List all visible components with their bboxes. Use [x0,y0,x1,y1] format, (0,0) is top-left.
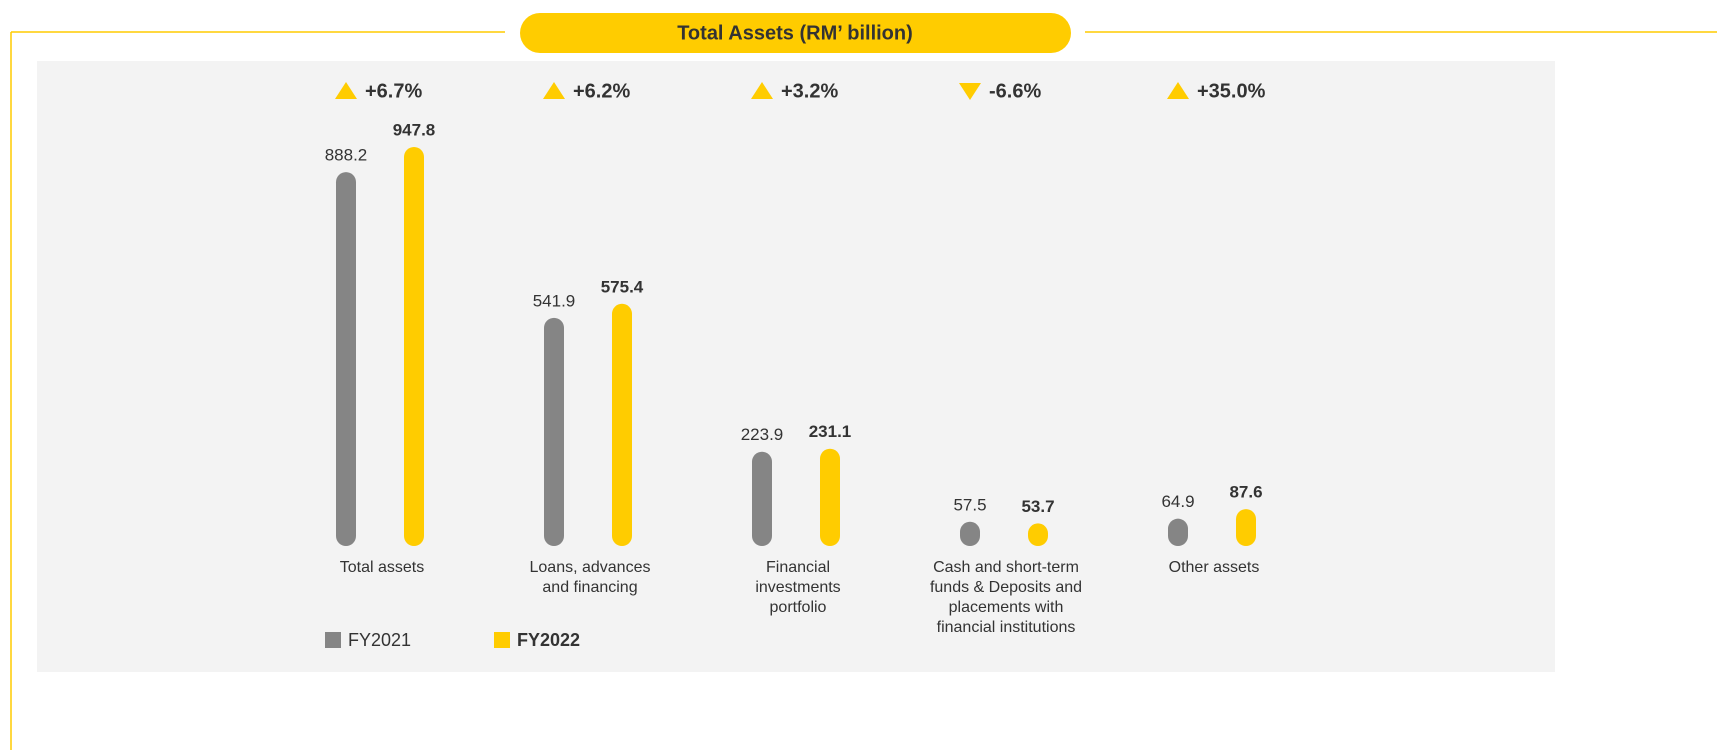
value-label: 541.9 [533,291,576,310]
category-label: Cash and short-term funds & Deposits and… [929,559,1083,636]
category-label: Total assets [339,559,425,576]
change-label: +6.7% [365,80,422,102]
value-label: 57.5 [953,495,986,514]
change-label: +35.0% [1197,80,1266,102]
value-label: 87.6 [1229,483,1262,502]
category-label: Loans, advances and financing [529,559,651,596]
bar [1236,509,1256,546]
value-label: 53.7 [1021,497,1054,516]
bar [336,172,356,547]
change-arrow [751,82,773,99]
legend-label: FY2022 [517,630,580,650]
bar [544,317,564,546]
change-label: +6.2% [573,80,630,102]
value-label: 223.9 [741,425,784,444]
change-arrow [1167,82,1189,99]
legend-swatch [325,632,341,648]
change-arrow [959,83,981,100]
change-arrow [543,82,565,99]
bar [752,451,772,546]
category-label: Other assets [1168,559,1260,576]
legend-swatch [494,632,510,648]
legend-label: FY2021 [348,630,411,650]
bar [820,448,840,546]
category-label: Financial investments portfolio [755,559,841,616]
change-label: +3.2% [781,80,838,102]
panel [37,61,1555,672]
value-label: 888.2 [325,146,368,165]
bar [1028,523,1048,546]
change-label: -6.6% [989,80,1041,102]
value-label: 64.9 [1161,492,1194,511]
value-label: 947.8 [393,120,436,139]
chart-title: Total Assets (RM’ billion) [677,22,913,44]
title-pill [520,13,1071,53]
value-label: 575.4 [601,277,644,296]
change-arrow [335,82,357,99]
bar [612,303,632,546]
bar [404,147,424,546]
bar [1168,518,1188,546]
bar [960,521,980,546]
value-label: 231.1 [809,422,852,441]
